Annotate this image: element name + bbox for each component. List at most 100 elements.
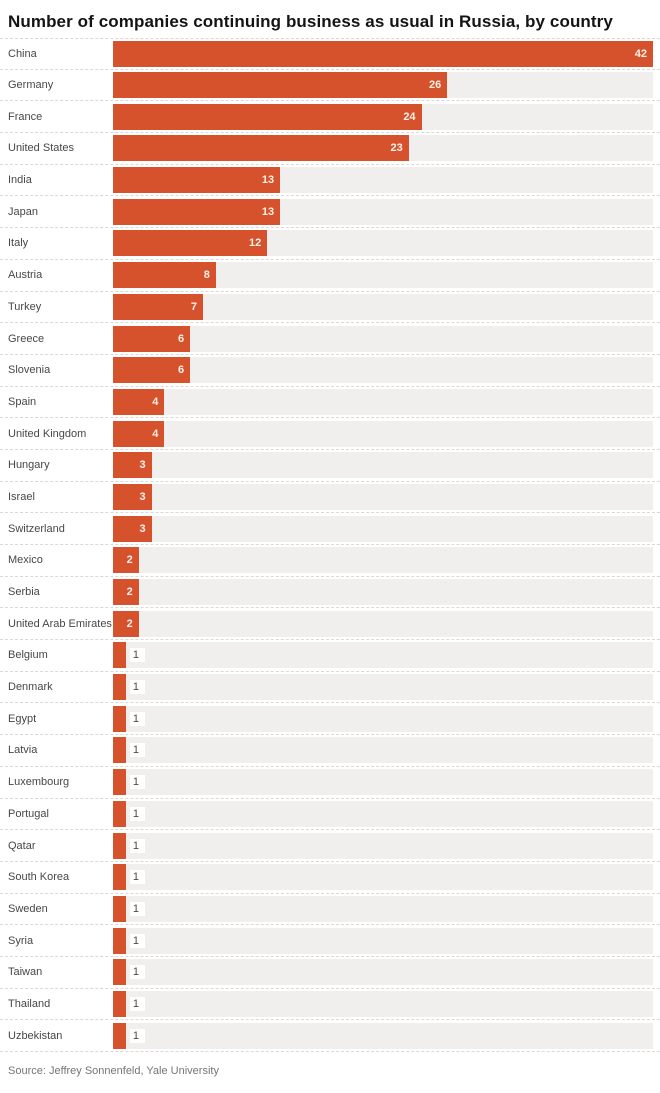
country-label: Syria [8, 934, 34, 947]
chart-row: Syria 1 [0, 925, 660, 957]
country-label: South Korea [8, 871, 70, 884]
bar-track [113, 959, 653, 986]
bar-value-label: 1 [129, 743, 145, 758]
bar-value-label: 1 [129, 933, 145, 948]
country-label: China [8, 47, 37, 60]
bar-track [113, 579, 653, 606]
bar-value-label: 13 [261, 205, 275, 218]
country-label: France [8, 110, 43, 123]
chart-row: Serbia 2 [0, 577, 660, 609]
bar-value-label: 1 [129, 870, 145, 885]
bar-zone: 8 [113, 262, 653, 289]
bar-track [113, 705, 653, 732]
bar-track [113, 483, 653, 510]
chart-row: Israel 3 [0, 482, 660, 514]
bar: 23 [113, 135, 409, 162]
bar-value-label: 12 [249, 237, 262, 250]
bar-zone: 1 [113, 737, 653, 764]
bar-zone: 1 [113, 800, 653, 827]
bar-value-label: 1 [129, 1028, 145, 1043]
bar [113, 642, 126, 669]
bar-value-label: 42 [634, 47, 647, 60]
bar-value-label: 3 [139, 459, 146, 472]
bar-track [113, 864, 653, 891]
bar-value-label: 2 [126, 617, 133, 630]
bar-value-label: 8 [203, 269, 210, 282]
bar-track [113, 642, 653, 669]
bar-track [113, 547, 653, 574]
bar: 3 [113, 483, 152, 510]
bar-track [113, 610, 653, 637]
country-label: Belgium [8, 649, 48, 662]
chart-row: Belgium 1 [0, 640, 660, 672]
bar-track [113, 927, 653, 954]
country-label: Latvia [8, 744, 38, 757]
chart-footer: Source: Jeffrey Sonnenfeld, Yale Univers… [0, 1052, 660, 1077]
country-label: Egypt [8, 712, 37, 725]
bar: 12 [113, 230, 268, 257]
chart-row: Hungary 3 [0, 450, 660, 482]
country-label: Switzerland [8, 522, 65, 535]
bar-value-label: 6 [178, 332, 185, 345]
bar-value-label: 2 [126, 554, 133, 567]
bar-zone: 1 [113, 959, 653, 986]
chart-row: Uzbekistan 1 [0, 1020, 660, 1052]
country-label: Israel [8, 490, 35, 503]
bar: 6 [113, 325, 191, 352]
chart-rows: China 42 Germany 26 France 24 United States 23 I… [0, 38, 660, 1052]
bar-value-label: 23 [390, 142, 403, 155]
bar [113, 769, 126, 796]
chart-row: Latvia 1 [0, 735, 660, 767]
country-label: Thailand [8, 997, 51, 1010]
chart-row: Spain 4 [0, 387, 660, 419]
bar-value-label: 13 [261, 174, 275, 187]
country-label: Germany [8, 79, 54, 92]
bar-value-label: 1 [129, 996, 145, 1011]
bar: 2 [113, 610, 139, 637]
chart-row: Germany 26 [0, 70, 660, 102]
bar [113, 800, 126, 827]
bar-track [113, 737, 653, 764]
bar-value-label: 1 [129, 965, 145, 980]
country-label: Japan [8, 205, 38, 218]
bar-zone: 6 [113, 325, 653, 352]
bar [113, 990, 126, 1017]
bar-track [113, 800, 653, 827]
chart-row: Thailand 1 [0, 989, 660, 1021]
country-label: Turkey [8, 300, 42, 313]
chart-row: Luxembourg 1 [0, 767, 660, 799]
bar-track [113, 420, 653, 447]
bar [113, 1022, 126, 1049]
bar: 24 [113, 103, 422, 130]
bar-zone: 1 [113, 864, 653, 891]
bar-zone: 1 [113, 642, 653, 669]
chart-row: Portugal 1 [0, 799, 660, 831]
country-label: Italy [8, 237, 29, 250]
bar [113, 864, 126, 891]
bar-zone: 42 [113, 40, 653, 67]
chart-row: United States 23 [0, 133, 660, 165]
bar [113, 737, 126, 764]
bar-track [113, 452, 653, 479]
bar: 2 [113, 579, 139, 606]
chart-row: Italy 12 [0, 228, 660, 260]
chart-row: United Arab Emirates 2 [0, 608, 660, 641]
bar-zone: 7 [113, 293, 653, 320]
bar: 4 [113, 388, 165, 415]
country-label: Denmark [8, 681, 53, 694]
country-label: United Kingdom [8, 427, 87, 440]
bar: 2 [113, 547, 139, 574]
country-label: Uzbekistan [8, 1029, 63, 1042]
country-label: Greece [8, 332, 45, 345]
bar: 4 [113, 420, 165, 447]
bar [113, 927, 126, 954]
chart-row: India 13 [0, 165, 660, 197]
chart-row: Taiwan 1 [0, 957, 660, 989]
bar-zone: 1 [113, 674, 653, 701]
bar-track [113, 895, 653, 922]
bar-zone: 2 [113, 610, 653, 637]
bar-zone: 4 [113, 420, 653, 447]
chart-row: Denmark 1 [0, 672, 660, 704]
country-label: Austria [8, 269, 43, 282]
chart-row: Egypt 1 [0, 703, 660, 736]
